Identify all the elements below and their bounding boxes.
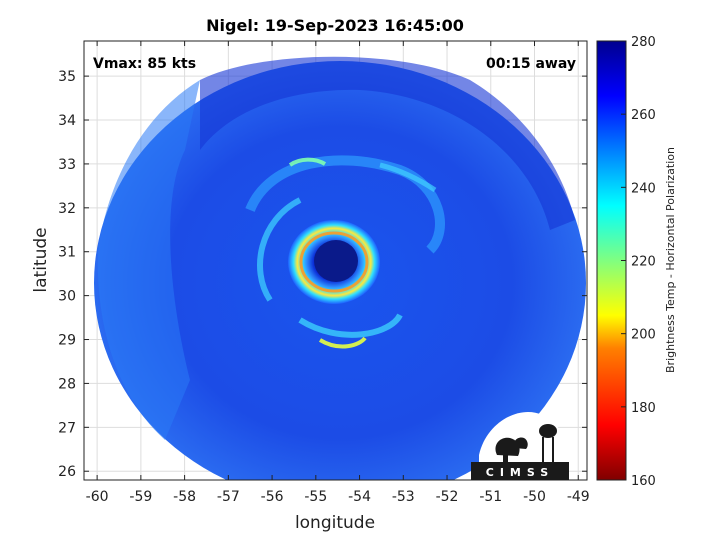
logo-tower-leg-right [552, 437, 554, 462]
x-tick-label: -55 [304, 489, 327, 505]
x-tick-label: -59 [129, 489, 152, 505]
x-tick-label: -56 [261, 489, 284, 505]
logo-dish-stand [503, 454, 508, 463]
y-axis-ticks: 26 27 28 29 30 31 32 33 34 35 [58, 69, 587, 480]
eye [314, 240, 358, 282]
x-axis-label: longitude [295, 513, 375, 533]
y-tick-label: 29 [58, 333, 76, 349]
cimss-logo: CIMSS [471, 412, 569, 480]
plot-border [83, 40, 588, 481]
logo-tower-leg-left [542, 437, 544, 462]
colorbar-label: Brightness Temp - Horizontal Polarizatio… [664, 147, 677, 373]
x-tick-label: -57 [217, 489, 240, 505]
y-tick-label: 27 [58, 420, 76, 436]
logo-text: CIMSS [486, 466, 554, 479]
colorbar-ticks: 280 260 240 220 200 180 160 [621, 35, 656, 489]
y-tick-label: 35 [58, 69, 76, 85]
eyewall-warm-ring [299, 231, 369, 293]
y-tick-label: 28 [58, 376, 76, 392]
swath-outer-band [200, 56, 575, 230]
spiral-band-2 [257, 197, 302, 302]
swath-left-band [97, 80, 200, 440]
colorbar-tick-label: 180 [631, 401, 656, 416]
y-tick-label: 30 [58, 289, 76, 305]
y-tick-label: 31 [58, 245, 76, 261]
x-tick-label: -54 [348, 489, 371, 505]
logo-band [471, 462, 569, 480]
y-tick-label: 34 [58, 113, 76, 129]
y-tick-label: 26 [58, 464, 76, 480]
colorbar-tick-label: 200 [631, 328, 656, 343]
x-tick-label: -52 [436, 489, 459, 505]
colorbar-tick-label: 220 [631, 255, 656, 270]
x-tick-label: -51 [479, 489, 502, 505]
spiral-band-4 [318, 336, 367, 349]
colorbar-tick-label: 260 [631, 108, 656, 123]
x-tick-label: -50 [523, 489, 546, 505]
spiral-band-5 [288, 157, 327, 167]
x-tick-label: -53 [392, 489, 415, 505]
y-tick-label: 33 [58, 157, 76, 173]
colorbar-tick-label: 280 [631, 35, 656, 50]
logo-small-dish-icon [513, 437, 528, 449]
spiral-band-3 [298, 313, 403, 338]
colorbar-tick-label: 160 [631, 474, 656, 489]
logo-tower-tank [539, 424, 557, 438]
x-axis-ticks: -60 -59 -58 -57 -56 -55 -54 -53 -52 -51 -50 -49 [86, 41, 590, 505]
spiral-band-6 [379, 162, 437, 193]
y-axis-label: latitude [31, 227, 51, 292]
x-tick-label: -49 [567, 489, 590, 505]
time-away-annotation: 00:15 away [486, 56, 576, 72]
swath-image [94, 56, 586, 480]
x-tick-label: -58 [173, 489, 196, 505]
y-tick-label: 32 [58, 201, 76, 217]
logo-dish-icon [495, 437, 520, 456]
colorbar-tick-label: 240 [631, 181, 656, 196]
x-tick-label: -60 [86, 489, 109, 505]
chart-title: Nigel: 19-Sep-2023 16:45:00 [206, 16, 464, 35]
vmax-annotation: Vmax: 85 kts [93, 56, 196, 72]
